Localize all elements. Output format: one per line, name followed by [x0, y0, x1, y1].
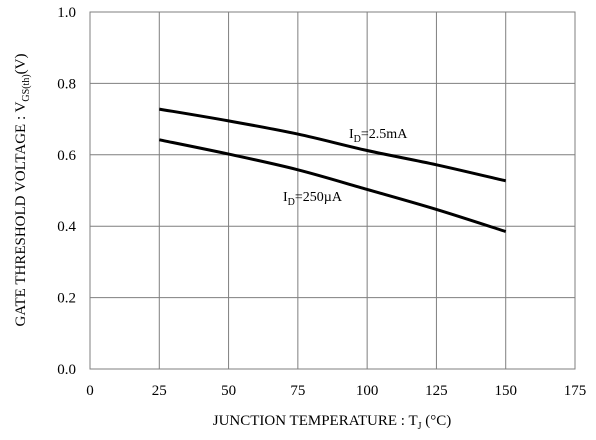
series-group — [158, 107, 507, 233]
y-tick-label: 0.6 — [57, 148, 76, 164]
x-tick-label: 150 — [494, 383, 517, 399]
plot-frame — [89, 11, 576, 370]
series-line-1 — [158, 138, 507, 233]
series-line-0 — [159, 107, 507, 183]
x-tick-label: 125 — [425, 383, 448, 399]
x-tick-label: 0 — [86, 383, 94, 399]
x-axis-label: JUNCTION TEMPERATURE : TJ (°C) — [213, 413, 452, 432]
series-label-2-5ma: ID=2.5mA — [349, 127, 408, 145]
y-axis-label: GATE THRESHOLD VOLTAGE : VGS(th)(V) — [13, 54, 32, 327]
x-tick-label: 25 — [152, 383, 167, 399]
y-tick-label: 1.0 — [57, 5, 76, 21]
tick-labels: 0 25 50 75 100 125 150 175 0.0 0.2 0.4 0.6 0.8 1.0 — [57, 5, 586, 399]
series-label-250ua: ID=250µA — [283, 190, 343, 208]
x-tick-label: 75 — [290, 383, 305, 399]
x-tick-label: 100 — [356, 383, 379, 399]
grid — [90, 12, 575, 369]
x-tick-label: 50 — [221, 383, 236, 399]
y-tick-label: 0.4 — [57, 219, 76, 235]
x-tick-label: 175 — [564, 383, 587, 399]
y-tick-label: 0.2 — [57, 291, 76, 307]
y-tick-label: 0.0 — [57, 362, 76, 378]
y-tick-label: 0.8 — [57, 76, 76, 92]
